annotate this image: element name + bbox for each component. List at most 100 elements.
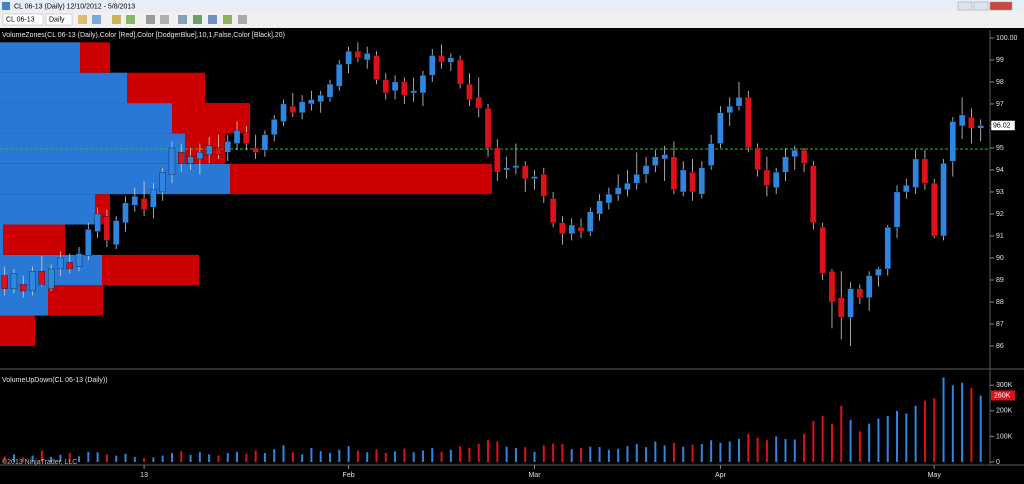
zone-up xyxy=(0,42,80,73)
volume-bar xyxy=(226,453,229,462)
x-tick-label: 13 xyxy=(140,472,148,479)
volume-bar xyxy=(217,455,220,462)
candle-body xyxy=(810,165,817,223)
candle-body xyxy=(968,116,975,129)
volume-bar xyxy=(152,457,155,462)
volume-bar xyxy=(366,452,369,462)
candle-body xyxy=(196,152,204,160)
close-button[interactable] xyxy=(989,1,1013,11)
candle-body xyxy=(29,271,36,292)
tool-icon[interactable] xyxy=(223,15,232,24)
x-tick-label: May xyxy=(928,472,942,479)
volume-bar xyxy=(496,441,499,462)
maximize-button[interactable] xyxy=(973,1,989,11)
tool-icon[interactable] xyxy=(238,15,247,24)
candle-body xyxy=(47,268,55,289)
volume-bar xyxy=(821,415,824,462)
y-tick-label: 86 xyxy=(996,343,1004,350)
volume-bar xyxy=(421,450,424,462)
tool-icon[interactable] xyxy=(178,15,187,24)
last-price-label: 96.02 xyxy=(993,122,1011,129)
candle-body xyxy=(717,112,724,144)
candle-body xyxy=(429,55,436,76)
y-tick-label: 89 xyxy=(996,277,1004,284)
volume-bar xyxy=(579,447,582,462)
candle-body xyxy=(150,189,157,208)
tool-icon[interactable] xyxy=(92,15,101,24)
tool-icon[interactable] xyxy=(146,15,155,24)
volume-bar xyxy=(598,447,601,462)
volume-bar xyxy=(914,405,917,462)
window-title: CL 06-13 (Daily) 12/10/2012 - 5/8/2013 xyxy=(14,3,135,10)
candle-body xyxy=(540,174,547,197)
tool-icon[interactable] xyxy=(78,15,87,24)
candle-body xyxy=(866,275,873,298)
candle-body xyxy=(215,147,222,155)
volume-bar xyxy=(487,440,490,462)
candle-body xyxy=(875,268,882,276)
volume-bar xyxy=(738,438,741,462)
volume-bar xyxy=(329,453,331,462)
tool-icon[interactable] xyxy=(208,15,217,24)
volume-bar xyxy=(654,441,657,462)
volume-bar xyxy=(133,456,136,462)
y-tick-label: 300K xyxy=(996,382,1013,389)
volume-bar xyxy=(570,449,573,462)
interval-selector[interactable] xyxy=(45,13,73,26)
volume-bar xyxy=(607,449,610,462)
minimize-button[interactable] xyxy=(957,1,973,11)
volume-bar xyxy=(394,451,397,462)
zone-down xyxy=(3,224,65,255)
candle-body xyxy=(652,156,659,166)
candle-body xyxy=(233,130,241,144)
volume-bar xyxy=(672,442,675,462)
candle-body xyxy=(568,224,575,234)
tool-icon[interactable] xyxy=(126,15,135,24)
volume-bar xyxy=(552,443,555,462)
tool-icon[interactable] xyxy=(112,15,121,24)
candle-body xyxy=(661,154,668,160)
candle-body xyxy=(168,147,176,175)
tool-icon[interactable] xyxy=(193,15,202,24)
volume-bar xyxy=(728,441,731,462)
volume-bar xyxy=(347,446,350,462)
candle-body xyxy=(1,275,8,289)
tool-icon[interactable] xyxy=(160,15,169,24)
candle-body xyxy=(587,211,594,232)
candle-body xyxy=(373,55,380,80)
candle-body xyxy=(484,108,492,149)
candle-body xyxy=(847,288,854,318)
volume-bar xyxy=(793,439,796,462)
volume-bar xyxy=(384,453,387,462)
candle-body xyxy=(38,271,45,285)
candle-body xyxy=(382,79,389,94)
y-tick-label: 100K xyxy=(996,433,1013,440)
toolbar xyxy=(0,12,1024,28)
candle-body xyxy=(140,198,148,210)
candle-body xyxy=(680,169,687,193)
last-volume-label: 260K xyxy=(994,392,1011,399)
candle-body xyxy=(113,220,120,245)
volume-bar xyxy=(3,456,6,462)
candle-body xyxy=(726,105,733,113)
candle-body xyxy=(754,147,761,171)
zone-up xyxy=(0,72,127,104)
volume-bar xyxy=(561,444,564,462)
candle-body xyxy=(336,64,343,87)
zone-up xyxy=(0,103,172,134)
volume-bar xyxy=(933,398,936,462)
volume-bar xyxy=(282,445,285,462)
y-tick-label: 94 xyxy=(996,167,1004,174)
volume-bar xyxy=(87,451,90,462)
instrument-selector[interactable] xyxy=(2,13,44,26)
volume-bar xyxy=(617,448,620,462)
y-tick-label: 87 xyxy=(996,321,1004,328)
volume-bar xyxy=(291,452,294,462)
candle-body xyxy=(447,57,454,63)
plot-area xyxy=(0,42,990,462)
volume-bar xyxy=(338,449,341,462)
y-tick-label: 99 xyxy=(996,57,1004,64)
volume-bar xyxy=(124,453,127,462)
last-price-box xyxy=(990,120,1016,131)
